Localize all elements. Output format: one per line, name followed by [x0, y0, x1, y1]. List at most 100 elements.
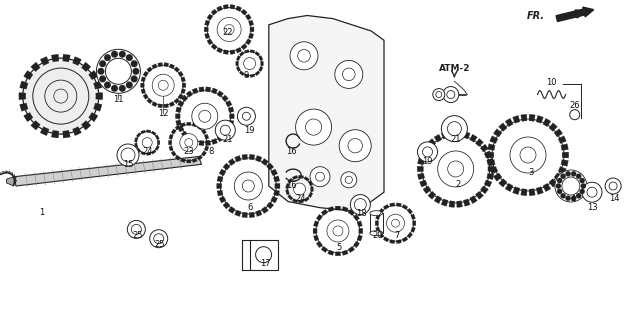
- Text: FR.: FR.: [527, 11, 545, 20]
- Wedge shape: [273, 190, 280, 196]
- Wedge shape: [152, 150, 156, 154]
- Wedge shape: [157, 140, 160, 145]
- Text: 1: 1: [39, 208, 44, 217]
- Text: 22: 22: [222, 28, 232, 37]
- Wedge shape: [521, 189, 527, 196]
- Wedge shape: [223, 50, 228, 54]
- Wedge shape: [536, 187, 543, 194]
- Circle shape: [348, 139, 362, 153]
- Text: 18: 18: [356, 209, 367, 219]
- Wedge shape: [248, 33, 253, 39]
- Wedge shape: [383, 205, 389, 210]
- Circle shape: [127, 220, 145, 238]
- Wedge shape: [488, 166, 494, 172]
- Wedge shape: [147, 153, 151, 155]
- Wedge shape: [219, 169, 226, 176]
- Text: 5: 5: [337, 243, 342, 253]
- Wedge shape: [241, 44, 247, 50]
- Wedge shape: [236, 47, 242, 53]
- Wedge shape: [228, 120, 234, 126]
- Text: 9: 9: [244, 71, 249, 81]
- Wedge shape: [222, 131, 228, 138]
- Text: 16: 16: [286, 181, 296, 191]
- Wedge shape: [182, 83, 186, 87]
- Circle shape: [333, 226, 343, 236]
- Wedge shape: [402, 237, 408, 242]
- Wedge shape: [93, 81, 102, 89]
- Wedge shape: [199, 140, 204, 146]
- Wedge shape: [476, 139, 483, 147]
- Circle shape: [438, 151, 474, 187]
- Wedge shape: [513, 116, 520, 123]
- Wedge shape: [499, 179, 507, 187]
- Wedge shape: [192, 139, 198, 144]
- Circle shape: [111, 51, 118, 58]
- Wedge shape: [202, 151, 207, 156]
- Wedge shape: [219, 196, 226, 203]
- Circle shape: [579, 178, 585, 183]
- Wedge shape: [192, 123, 197, 127]
- Wedge shape: [299, 200, 303, 203]
- Text: 20: 20: [372, 231, 383, 240]
- Wedge shape: [141, 130, 145, 134]
- Wedge shape: [205, 140, 211, 146]
- Wedge shape: [441, 199, 448, 206]
- Wedge shape: [40, 56, 49, 66]
- Circle shape: [442, 116, 467, 142]
- Wedge shape: [275, 183, 280, 189]
- Wedge shape: [304, 176, 309, 181]
- Circle shape: [217, 17, 241, 42]
- Bar: [370, 213, 383, 233]
- Circle shape: [316, 172, 324, 181]
- Circle shape: [220, 125, 230, 135]
- Circle shape: [104, 54, 111, 61]
- Circle shape: [355, 199, 366, 210]
- Wedge shape: [285, 184, 289, 188]
- Polygon shape: [14, 157, 202, 186]
- Wedge shape: [487, 152, 494, 158]
- Circle shape: [234, 172, 262, 200]
- Text: 19: 19: [422, 157, 433, 166]
- Wedge shape: [463, 199, 470, 206]
- Wedge shape: [211, 44, 217, 50]
- Wedge shape: [217, 135, 223, 142]
- Wedge shape: [396, 240, 401, 244]
- Polygon shape: [6, 177, 14, 186]
- Text: 26: 26: [570, 101, 580, 110]
- Wedge shape: [562, 152, 569, 158]
- Wedge shape: [152, 102, 157, 107]
- Wedge shape: [236, 55, 241, 60]
- Text: 23: 23: [184, 147, 194, 157]
- Circle shape: [561, 174, 566, 179]
- Text: 24: 24: [142, 147, 152, 157]
- Circle shape: [443, 86, 459, 103]
- Wedge shape: [423, 186, 431, 194]
- Circle shape: [436, 91, 442, 98]
- Wedge shape: [357, 221, 362, 227]
- Wedge shape: [40, 126, 49, 136]
- Wedge shape: [273, 176, 280, 182]
- Wedge shape: [246, 39, 252, 45]
- Wedge shape: [484, 180, 492, 187]
- Wedge shape: [396, 203, 401, 207]
- Circle shape: [237, 107, 255, 125]
- Wedge shape: [228, 158, 235, 166]
- Wedge shape: [226, 100, 232, 107]
- Wedge shape: [353, 241, 360, 248]
- Circle shape: [576, 193, 581, 198]
- Wedge shape: [230, 50, 235, 54]
- Circle shape: [215, 120, 236, 140]
- Wedge shape: [63, 130, 70, 138]
- Text: 21: 21: [451, 135, 461, 144]
- Wedge shape: [217, 91, 223, 97]
- Wedge shape: [178, 94, 183, 99]
- Wedge shape: [241, 9, 247, 15]
- Circle shape: [131, 60, 138, 67]
- Circle shape: [557, 189, 563, 194]
- Circle shape: [570, 110, 580, 120]
- Wedge shape: [313, 228, 317, 234]
- Wedge shape: [236, 6, 242, 11]
- Wedge shape: [255, 51, 260, 56]
- Circle shape: [111, 85, 118, 92]
- Wedge shape: [236, 61, 239, 66]
